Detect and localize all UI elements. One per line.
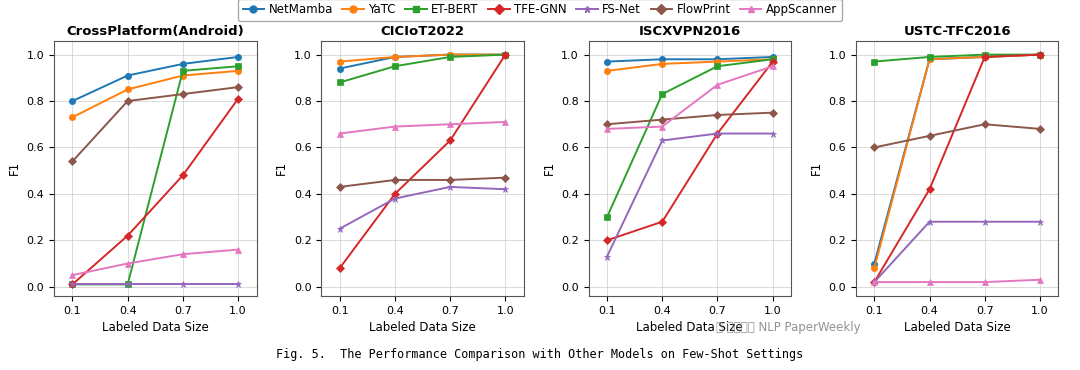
Text: 📱 公众号･ NLP PaperWeekly: 📱 公众号･ NLP PaperWeekly [716,321,861,334]
Y-axis label: F1: F1 [542,161,555,175]
Title: USTC-TFC2016: USTC-TFC2016 [903,25,1011,38]
Title: CICIoT2022: CICIoT2022 [380,25,464,38]
Y-axis label: F1: F1 [8,161,21,175]
Text: Fig. 5.  The Performance Comparison with Other Models on Few-Shot Settings: Fig. 5. The Performance Comparison with … [276,348,804,361]
X-axis label: Labeled Data Size: Labeled Data Size [102,321,208,334]
Title: CrossPlatform(Android): CrossPlatform(Android) [66,25,244,38]
Y-axis label: F1: F1 [810,161,823,175]
X-axis label: Labeled Data Size: Labeled Data Size [369,321,476,334]
X-axis label: Labeled Data Size: Labeled Data Size [904,321,1011,334]
Legend: NetMamba, YaTC, ET-BERT, TFE-GNN, FS-Net, FlowPrint, AppScanner: NetMamba, YaTC, ET-BERT, TFE-GNN, FS-Net… [238,0,842,21]
Title: ISCXVPN2016: ISCXVPN2016 [638,25,741,38]
X-axis label: Labeled Data Size: Labeled Data Size [636,321,743,334]
Y-axis label: F1: F1 [275,161,288,175]
